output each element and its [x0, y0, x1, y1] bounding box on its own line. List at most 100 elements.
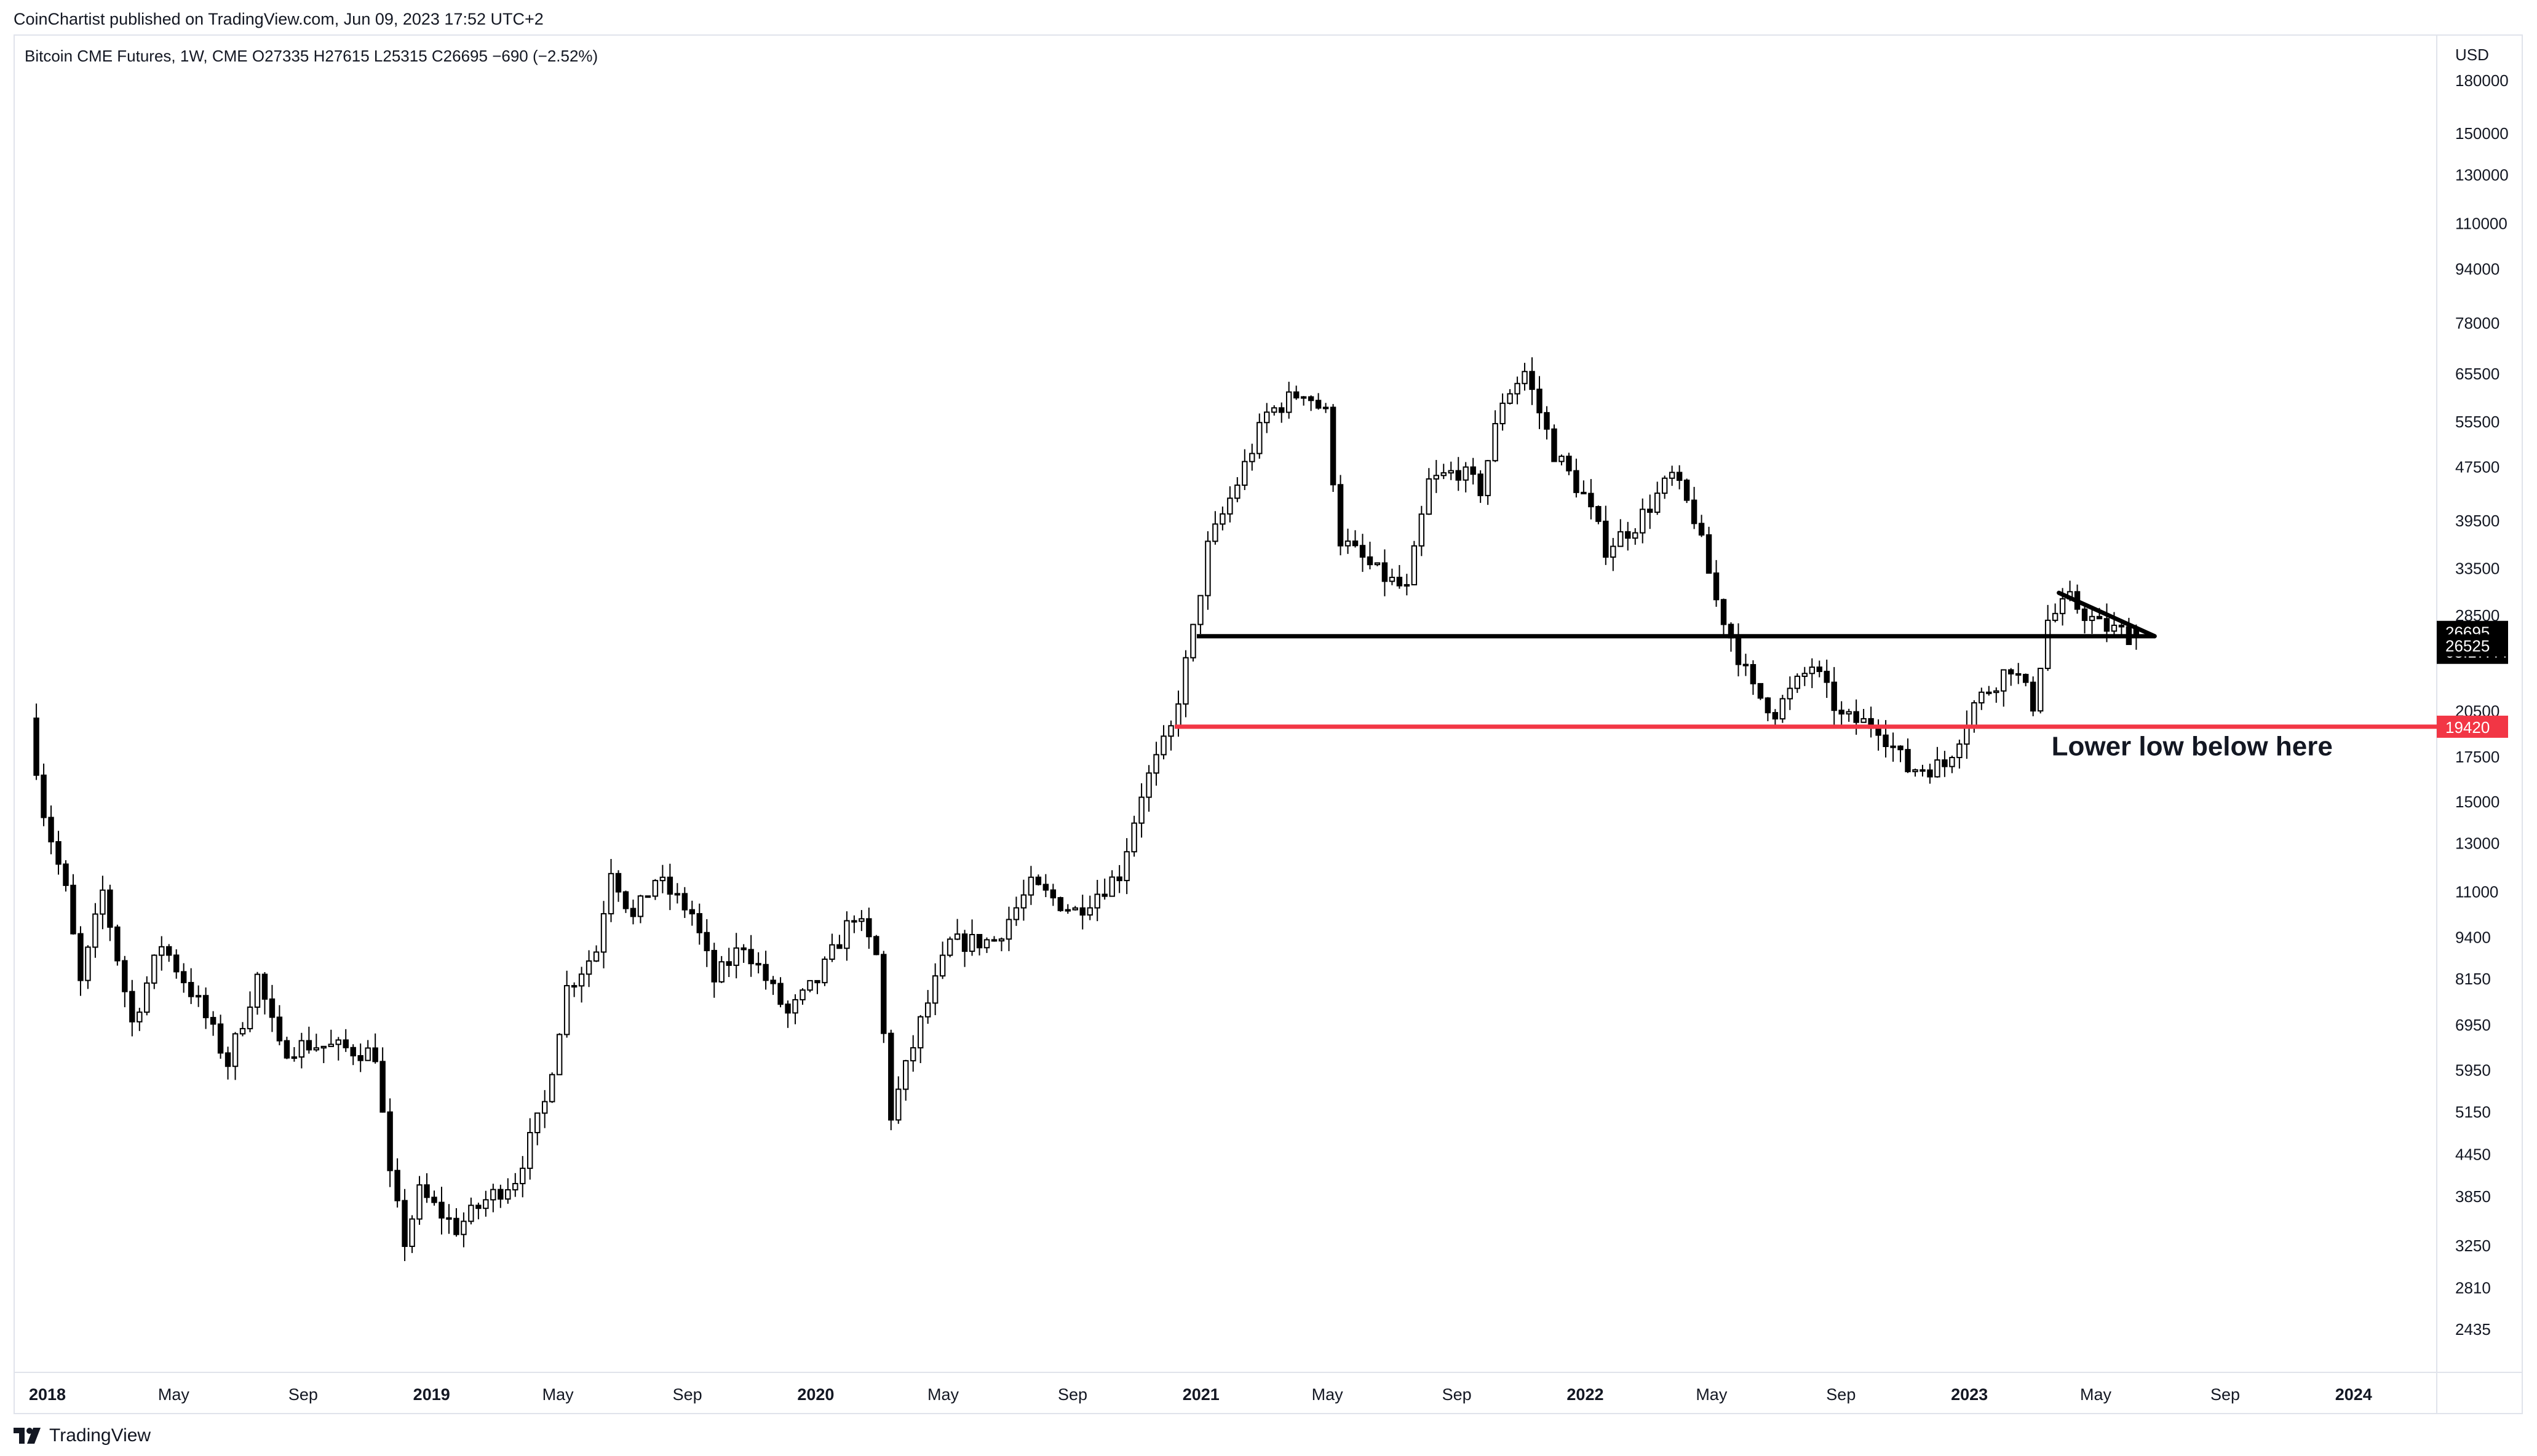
candle-body [424, 1184, 430, 1198]
candle-body [851, 920, 857, 923]
candle-body [1669, 472, 1675, 479]
candle-body [1315, 400, 1322, 409]
y-tick-label: 94000 [2455, 259, 2499, 278]
candle-body [704, 932, 710, 951]
footer[interactable]: TradingView [14, 1425, 151, 1446]
y-tick-label: 6950 [2455, 1016, 2491, 1034]
candle-body [667, 876, 673, 895]
time-axis[interactable]: 2018 May Sep 2019 May Sep 2020 May Sep 2021 May Sep… [29, 1385, 2372, 1404]
candle-body [1485, 460, 1491, 496]
candle-body [777, 983, 784, 1005]
y-tick-label: 13000 [2455, 834, 2499, 852]
y-tick-label: 2435 [2455, 1320, 2491, 1339]
candle-body [77, 933, 84, 981]
candle-body [1094, 893, 1100, 909]
candle-body [549, 1074, 555, 1102]
annotation-text: Lower low below here [2052, 731, 2333, 761]
x-tick-label: Sep [1058, 1385, 1087, 1404]
candle-body [1131, 822, 1137, 853]
candle-body [1050, 889, 1057, 899]
y-tick-label: 17500 [2455, 748, 2499, 766]
x-tick-label: 2021 [1183, 1385, 1220, 1404]
candle-body [122, 960, 128, 992]
candle-body [844, 920, 850, 949]
candle-body [1116, 876, 1122, 882]
candle-body [1197, 595, 1204, 625]
y-tick-label: 130000 [2455, 165, 2509, 184]
candle-body [431, 1197, 437, 1203]
candle-body [873, 936, 879, 956]
x-tick-label: Sep [2210, 1385, 2240, 1404]
candle-body [202, 995, 209, 1018]
y-tick-label: 47500 [2455, 458, 2499, 477]
candle-body [1920, 769, 1926, 772]
candle-body [409, 1218, 415, 1248]
candle-body [276, 1016, 283, 1042]
candle-body [1640, 508, 1646, 534]
x-tick-label: Sep [288, 1385, 318, 1404]
candle-body [387, 1111, 393, 1171]
candle-body [261, 973, 268, 1000]
price-badge-value: 26525 [2445, 637, 2490, 655]
candle-body [453, 1217, 459, 1235]
candle-body [1971, 702, 1977, 727]
candle-body [800, 989, 806, 1000]
candle-body [1860, 718, 1867, 723]
candle-body [328, 1043, 334, 1047]
candle-body [645, 895, 651, 898]
candle-body [2052, 612, 2059, 621]
candle-body [512, 1182, 518, 1191]
candle-body [932, 975, 939, 1004]
x-tick-label: May [1312, 1385, 1344, 1404]
price-badge [2437, 634, 2508, 657]
candle-body [1492, 423, 1498, 462]
candle-body [350, 1046, 356, 1057]
candle-body [1168, 725, 1174, 737]
candle-body [232, 1033, 239, 1067]
candle-body [379, 1061, 386, 1113]
candle-body [1853, 711, 1859, 723]
y-tick-label: 5150 [2455, 1103, 2491, 1122]
candle-body [217, 1023, 224, 1054]
candle-body [372, 1047, 378, 1062]
candle-body [1934, 759, 1940, 778]
candle-body [2096, 615, 2103, 620]
candle-body [269, 998, 276, 1018]
candle-body [888, 1032, 894, 1121]
candle-body [681, 893, 688, 911]
x-tick-label: Sep [1442, 1385, 1472, 1404]
candle-body [446, 1217, 452, 1220]
price-axis[interactable]: USD 180000 150000 130000 110000 94000 78000 655… [2455, 46, 2509, 1339]
x-tick-label: May [158, 1385, 190, 1404]
price-badge-value: 19420 [2445, 718, 2490, 737]
candle-body [770, 979, 776, 984]
candle-body [520, 1168, 526, 1184]
candle-body [2030, 681, 2036, 712]
candle-body [1293, 391, 1300, 398]
candle-body [490, 1189, 496, 1201]
candle-body [563, 985, 570, 1035]
candle-body [1691, 499, 1697, 524]
x-tick-label: 2023 [1951, 1385, 1988, 1404]
candle-body [313, 1047, 320, 1051]
grid [14, 36, 2522, 1413]
candle-body [1765, 697, 1771, 714]
candle-body [1389, 577, 1396, 582]
candle-body [814, 979, 820, 984]
candle-body [1138, 796, 1145, 824]
candle-body [939, 954, 946, 977]
candle-body [1344, 540, 1351, 547]
candle-body [733, 947, 739, 966]
candle-body [254, 973, 261, 1008]
candle-body [1013, 907, 1020, 920]
candle-body [1905, 749, 1911, 772]
candle-body [1683, 480, 1690, 501]
candle-body [1816, 667, 1822, 672]
candle-body [92, 913, 98, 948]
candle-body [991, 939, 998, 942]
candle-body [1175, 703, 1181, 727]
candle-body [2118, 624, 2125, 628]
candle-body [1249, 453, 1255, 462]
candle-body [100, 889, 106, 915]
